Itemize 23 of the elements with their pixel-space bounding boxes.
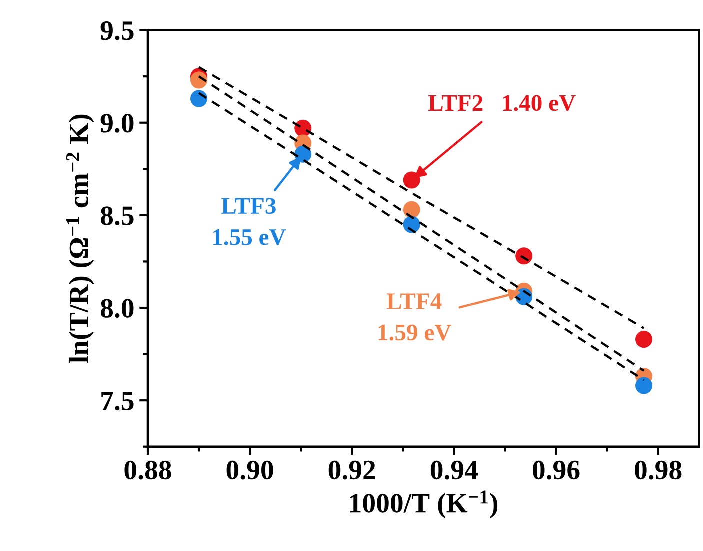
x-tick-label: 0.88: [124, 460, 172, 480]
x-tick-label: 0.96: [532, 460, 580, 480]
x-axis-title: 1000/T (K$^{−1}$): [350, 490, 498, 518]
x-tick-label: 0.98: [635, 460, 682, 480]
y-tick-label: 8.0: [100, 299, 134, 318]
point: [190, 72, 208, 89]
x-tick-label: 0.90: [226, 460, 274, 480]
y-tick-label: 9.5: [100, 22, 134, 40]
point: [636, 330, 653, 348]
y-tick-label: 9.0: [100, 114, 134, 133]
annotation: LTF4 1.59 eV: [378, 294, 452, 341]
y-axis-title: ln(T/R) (Ω$^{−1}$ cm$^{−2}$ K): [66, 114, 94, 364]
y-tick-label: 8.5: [100, 206, 134, 226]
point: [403, 172, 420, 189]
point: [190, 90, 208, 108]
y-tick-label: 7.5: [102, 392, 134, 411]
point: [403, 201, 420, 218]
annotation: LTF2 1.40 eV: [428, 95, 576, 112]
point: [636, 377, 653, 394]
x-tick-label: 0.94: [430, 460, 478, 480]
annotation: LTF3 1.55 eV: [213, 198, 286, 246]
x-tick-label: 0.92: [328, 460, 376, 480]
point: [516, 248, 533, 265]
